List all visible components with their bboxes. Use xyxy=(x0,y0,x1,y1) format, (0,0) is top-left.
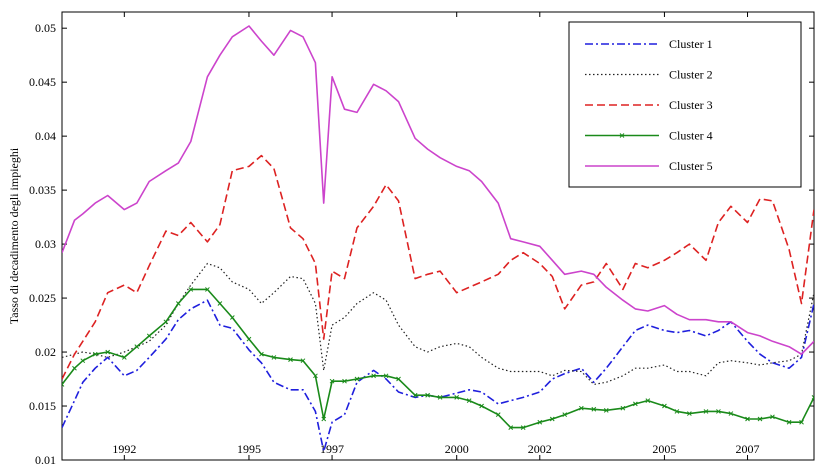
series-line xyxy=(62,299,814,453)
y-tick-label: 0.035 xyxy=(29,183,56,197)
series-point xyxy=(121,355,127,360)
y-tick-label: 0.05 xyxy=(35,21,56,35)
series-point xyxy=(229,315,235,320)
series-point xyxy=(799,419,804,425)
y-tick-label: 0.01 xyxy=(35,453,56,467)
axis-ticks: 0.01 0.015 0.02 0.025 0.03 0.035 0.04 0.045 0.05… xyxy=(29,12,814,467)
y-tick-label: 0.04 xyxy=(35,129,56,143)
legend-label: Cluster 1 xyxy=(669,37,713,51)
series-point xyxy=(80,358,86,364)
series-point xyxy=(811,395,814,400)
series-point xyxy=(146,333,152,339)
series-point xyxy=(342,378,347,384)
series-point xyxy=(217,301,223,306)
series-point xyxy=(412,392,418,398)
series-point xyxy=(537,419,543,425)
legend-item: Cluster 4 xyxy=(585,129,713,143)
series-5 xyxy=(62,25,814,356)
x-tick-label: 2007 xyxy=(736,442,760,456)
series-point xyxy=(728,411,734,416)
series-point xyxy=(259,351,264,357)
series-point xyxy=(674,409,680,414)
series-point xyxy=(549,416,555,422)
series-1 xyxy=(62,299,814,453)
series-point xyxy=(716,409,721,414)
legend-label: Cluster 5 xyxy=(669,159,713,173)
series-point xyxy=(300,358,306,364)
series-point xyxy=(246,336,252,342)
series-point xyxy=(745,416,750,422)
series-point xyxy=(578,405,584,411)
series-point xyxy=(163,319,169,325)
series-line xyxy=(62,262,814,385)
series-point xyxy=(770,414,775,420)
series-point xyxy=(632,401,638,407)
series-point xyxy=(757,416,763,422)
series-4 xyxy=(62,287,814,430)
series-point xyxy=(313,373,318,379)
legend-item: Cluster 5 xyxy=(585,159,713,173)
y-axis-label: Tasso di decadimento degli impieghi xyxy=(7,147,21,324)
series-point xyxy=(383,373,389,379)
legend-label: Cluster 3 xyxy=(669,98,713,112)
y-tick-label: 0.02 xyxy=(35,345,56,359)
series-point xyxy=(520,425,526,430)
y-tick-label: 0.03 xyxy=(35,237,56,251)
series-point xyxy=(371,373,376,379)
series-point xyxy=(603,407,609,413)
legend-item: Cluster 3 xyxy=(585,98,713,112)
series-point xyxy=(72,365,77,371)
y-tick-label: 0.015 xyxy=(29,399,56,413)
series-point xyxy=(425,392,430,398)
series-layer xyxy=(62,25,814,453)
series-point xyxy=(175,301,181,306)
series-point xyxy=(703,409,709,414)
series-point xyxy=(321,416,327,422)
series-point xyxy=(188,287,194,292)
series-point xyxy=(786,419,792,425)
legend-item: Cluster 1 xyxy=(585,37,713,51)
series-line xyxy=(62,25,814,356)
series-point xyxy=(466,398,472,403)
series-point xyxy=(620,405,626,411)
series-point xyxy=(134,344,140,350)
series-3 xyxy=(62,154,814,380)
series-point xyxy=(354,376,360,382)
series-point xyxy=(479,403,484,409)
series-point xyxy=(591,406,597,412)
series-point xyxy=(662,403,667,409)
x-tick-label: 1992 xyxy=(112,442,136,456)
x-tick-label: 1995 xyxy=(237,442,261,456)
series-point xyxy=(62,382,65,387)
series-line xyxy=(62,154,814,380)
series-point xyxy=(495,412,501,418)
series-point xyxy=(645,398,651,403)
series-point xyxy=(687,411,692,416)
series-point xyxy=(271,355,277,360)
x-tick-label: 2000 xyxy=(445,442,469,456)
legend-box xyxy=(568,21,802,188)
plot-frame xyxy=(61,11,815,461)
series-point xyxy=(454,395,460,400)
series-point xyxy=(562,412,568,418)
legend: Cluster 1 Cluster 2 Cluster 3 Cluster 4 Clus… xyxy=(568,21,802,188)
legend-label: Cluster 2 xyxy=(669,68,713,82)
series-point xyxy=(205,287,210,292)
legend-label: Cluster 4 xyxy=(669,129,713,143)
series-2 xyxy=(62,262,814,385)
series-point xyxy=(437,395,443,400)
series-point xyxy=(288,357,293,362)
y-tick-label: 0.025 xyxy=(29,291,56,305)
series-point xyxy=(105,349,111,355)
legend-item: Cluster 2 xyxy=(585,68,713,82)
series-point xyxy=(396,376,401,382)
series-point xyxy=(508,425,514,430)
x-tick-label: 2002 xyxy=(528,442,552,456)
y-tick-label: 0.045 xyxy=(29,75,56,89)
series-point xyxy=(92,351,98,357)
x-tick-label: 2005 xyxy=(652,442,676,456)
series-point xyxy=(329,378,335,384)
